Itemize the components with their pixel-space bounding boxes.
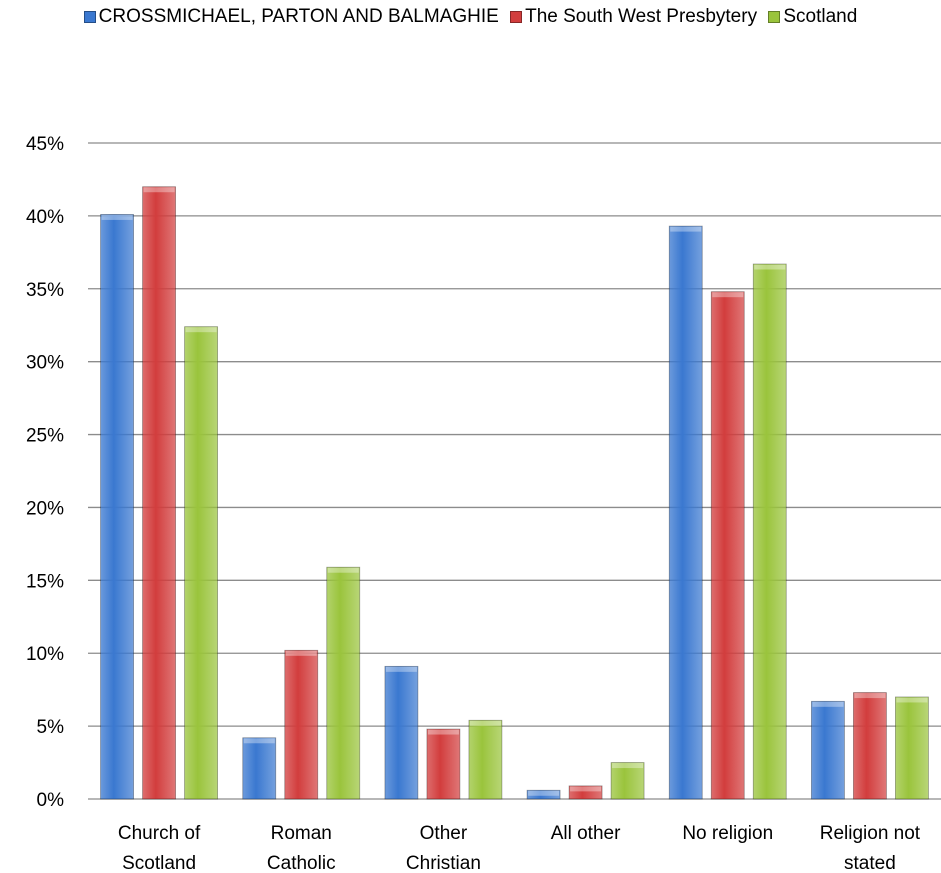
bar-highlight — [243, 738, 275, 744]
bar-highlight — [385, 666, 417, 672]
y-tick-label: 30% — [26, 353, 64, 374]
legend-label-crossmichael: CROSSMICHAEL, PARTON AND BALMAGHIE — [98, 6, 499, 27]
bar-highlight — [812, 701, 844, 707]
y-tick-label: 0% — [37, 790, 65, 811]
y-tick-label: 35% — [26, 280, 64, 301]
bar-highlight — [854, 693, 886, 699]
y-tick-label: 45% — [26, 134, 64, 155]
x-category-label-line: All other — [551, 823, 621, 844]
bar-highlight — [427, 729, 459, 735]
y-tick-label: 40% — [26, 207, 64, 228]
y-axis-tick-labels: 0% 5% 10% 15% 20% 25% 30% 35% 40% 45% — [26, 134, 64, 811]
bar-highlight — [570, 786, 602, 792]
bar — [752, 263, 787, 800]
y-tick-label: 5% — [37, 717, 65, 738]
bar — [853, 692, 887, 800]
bar — [184, 326, 218, 800]
bar-highlight — [754, 264, 786, 270]
legend-label-scotland: Scotland — [783, 6, 858, 27]
bar-highlight — [712, 292, 744, 298]
y-tick-label: 25% — [26, 426, 64, 447]
bar-highlight — [101, 214, 133, 220]
x-category-label-line: Roman — [271, 823, 332, 844]
bar-highlight — [528, 790, 560, 796]
bar-highlight — [285, 650, 317, 656]
bar — [568, 785, 603, 800]
bar — [610, 762, 645, 800]
bar — [710, 291, 745, 800]
x-category-label: Roman Catholic — [267, 823, 336, 873]
bar — [284, 649, 319, 800]
x-category-label-line: Church of — [118, 823, 201, 844]
legend-label-south-west-presbytery: The South West Presbytery — [525, 6, 758, 27]
legend-swatch-south-west-presbytery — [510, 11, 523, 23]
y-tick-label: 20% — [26, 498, 64, 519]
x-axis-category-labels: Church of Scotland Roman Catholic Other Chris… — [118, 823, 921, 873]
x-category-label-line: Catholic — [267, 853, 336, 873]
x-category-label: Church of Scotland — [118, 823, 201, 873]
x-category-label: Religion not stated — [820, 823, 921, 873]
legend-swatch-scotland — [768, 11, 781, 23]
x-category-label: No religion — [682, 823, 773, 844]
x-category-label: All other — [551, 823, 621, 844]
legend-item-crossmichael: CROSSMICHAEL, PARTON AND BALMAGHIE — [83, 6, 499, 28]
bar — [326, 566, 361, 800]
bar-highlight — [896, 697, 928, 703]
bar-highlight — [670, 226, 702, 232]
x-category-label-line: stated — [844, 853, 896, 873]
x-category-label: Other Christian — [406, 823, 481, 873]
gridlines — [88, 142, 941, 800]
bars — [100, 186, 929, 800]
bar-highlight — [185, 327, 217, 333]
bar — [242, 737, 277, 800]
bar — [142, 186, 176, 800]
bar — [526, 789, 561, 800]
legend-item-south-west-presbytery: The South West Presbytery — [510, 6, 757, 28]
bar — [100, 214, 134, 800]
y-tick-label: 15% — [26, 571, 64, 592]
legend-item-scotland: Scotland — [768, 6, 857, 28]
x-category-label-line: Religion not — [820, 823, 921, 844]
bar-highlight — [327, 567, 359, 573]
bar — [426, 728, 461, 800]
bar — [668, 225, 703, 800]
x-category-label-line: Other — [420, 823, 468, 844]
y-tick-label: 10% — [26, 644, 64, 665]
x-category-label-line: Christian — [406, 853, 481, 873]
legend-swatch-crossmichael — [83, 11, 96, 23]
bar — [895, 696, 929, 800]
bar — [811, 700, 845, 800]
x-category-label-line: No religion — [682, 823, 773, 844]
bar — [384, 665, 419, 800]
bar-highlight — [469, 720, 501, 726]
bar-highlight — [612, 763, 644, 769]
x-category-label-line: Scotland — [122, 853, 196, 873]
chart-legend: CROSSMICHAEL, PARTON AND BALMAGHIE The S… — [0, 6, 941, 28]
bar-highlight — [143, 187, 175, 193]
bar — [468, 719, 503, 800]
